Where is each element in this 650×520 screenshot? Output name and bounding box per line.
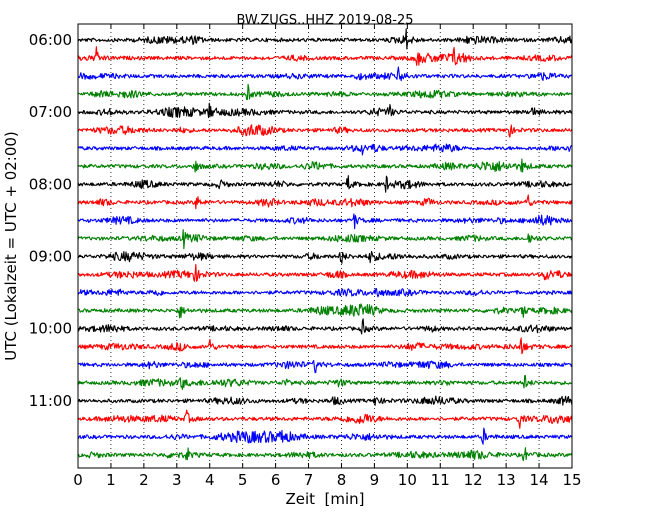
x-tick-label: 3 bbox=[172, 471, 182, 489]
x-tick-label: 0 bbox=[73, 471, 83, 489]
x-tick-label: 15 bbox=[562, 471, 581, 489]
seismogram-trace bbox=[77, 66, 573, 82]
seismogram-trace bbox=[77, 194, 573, 210]
x-tick-label: 7 bbox=[304, 471, 314, 489]
seismogram-trace bbox=[77, 158, 573, 173]
seismogram-trace bbox=[77, 213, 572, 230]
y-tick-label: 07:00 bbox=[29, 103, 72, 121]
y-tick-label: 08:00 bbox=[29, 175, 72, 193]
seismogram-trace bbox=[77, 303, 573, 319]
y-tick-label: 10:00 bbox=[29, 320, 72, 338]
seismogram-trace bbox=[77, 102, 573, 119]
x-tick-label: 1 bbox=[106, 471, 116, 489]
seismogram-trace bbox=[77, 229, 573, 250]
x-tick-label: 10 bbox=[398, 471, 417, 489]
seismogram-trace bbox=[77, 124, 573, 138]
seismogram-trace bbox=[77, 288, 573, 298]
seismogram-trace bbox=[77, 46, 573, 66]
seismogram-trace bbox=[77, 427, 573, 445]
seismogram-trace bbox=[77, 175, 573, 193]
seismogram-trace bbox=[77, 395, 573, 406]
x-tick-label: 11 bbox=[431, 471, 450, 489]
chart-title: BW.ZUGS..HHZ 2019-08-25 bbox=[236, 13, 413, 28]
plot-frame bbox=[77, 23, 573, 469]
x-tick-label: 4 bbox=[205, 471, 215, 489]
seismogram-trace bbox=[77, 143, 573, 156]
seismogram-trace bbox=[77, 374, 573, 390]
x-tick-label: 6 bbox=[271, 471, 281, 489]
seismogram-trace bbox=[77, 447, 573, 462]
seismogram-trace bbox=[77, 360, 573, 374]
x-tick-label: 9 bbox=[370, 471, 380, 489]
y-axis-label: UTC (Lokalzeit = UTC + 02:00) bbox=[2, 131, 20, 361]
seismogram-trace bbox=[77, 250, 573, 264]
y-axis: 06:00 07:00 08:00 09:00 10:00 11:00 bbox=[29, 31, 572, 410]
x-tick-label: 5 bbox=[238, 471, 248, 489]
x-tick-label: 12 bbox=[464, 471, 483, 489]
x-tick-label: 13 bbox=[497, 471, 516, 489]
y-tick-label: 11:00 bbox=[29, 392, 72, 410]
seismogram-trace bbox=[77, 83, 573, 101]
trace-group bbox=[77, 28, 573, 462]
x-tick-label: 2 bbox=[139, 471, 149, 489]
seismogram-trace bbox=[77, 337, 573, 355]
y-tick-label: 06:00 bbox=[29, 31, 72, 49]
x-axis: 0 1 2 3 4 5 6 7 8 9 10 11 12 13 14 15 bbox=[73, 24, 582, 489]
x-tick-label: 14 bbox=[530, 471, 549, 489]
seismogram-trace bbox=[77, 263, 573, 282]
seismogram-trace bbox=[77, 28, 573, 50]
seismogram-trace bbox=[77, 318, 573, 335]
x-axis-label: Zeit [min] bbox=[285, 490, 364, 508]
x-tick-label: 8 bbox=[337, 471, 347, 489]
y-tick-label: 09:00 bbox=[29, 247, 72, 265]
seismogram-trace bbox=[77, 409, 573, 429]
